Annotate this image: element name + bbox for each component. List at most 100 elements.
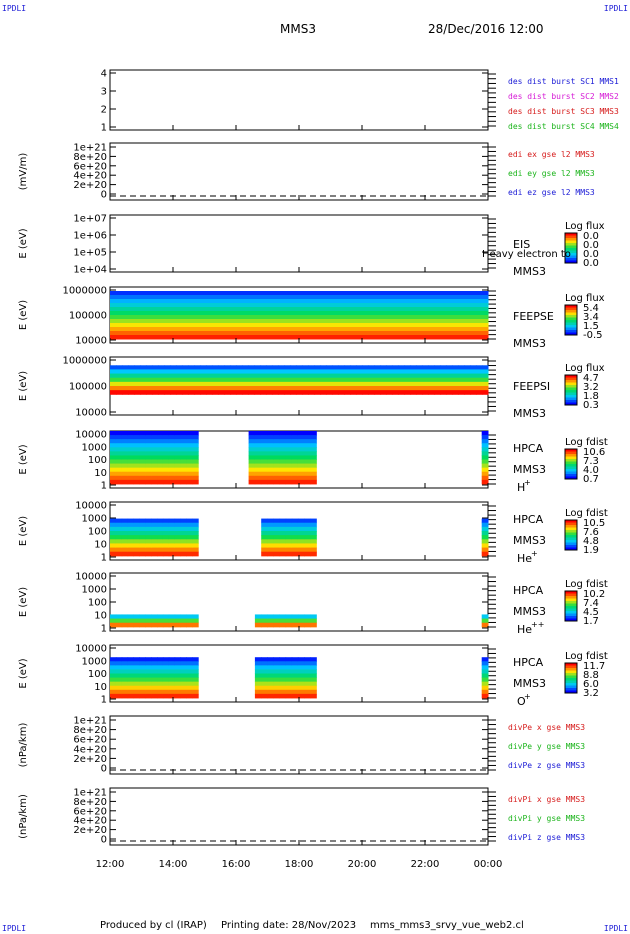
spectrogram-cell	[434, 331, 441, 336]
spectrogram-cell	[162, 447, 170, 452]
spectrogram-cell	[134, 295, 141, 300]
spectrogram-cell	[139, 539, 146, 544]
spectrogram-cell	[368, 369, 375, 375]
spectrogram-cell	[290, 311, 297, 316]
spectrogram-cell	[285, 451, 293, 456]
spectrogram-cell	[157, 657, 164, 662]
spectrogram-cell	[310, 657, 317, 662]
spectrogram-cell	[481, 539, 489, 544]
spectrogram-cell	[422, 386, 429, 391]
spectrogram-cell	[168, 531, 176, 536]
spectrogram-cell	[308, 327, 315, 332]
spectrogram-cell	[386, 295, 393, 300]
spectrogram-cell	[380, 369, 387, 375]
spectrogram-cell	[151, 665, 158, 670]
spectrogram-cell	[176, 295, 183, 300]
spectrogram-cell	[362, 386, 369, 391]
spectrogram-cell	[194, 390, 201, 395]
spectrogram-cell	[140, 311, 147, 316]
spectrogram-cell	[122, 303, 129, 308]
spectrogram-cell	[121, 665, 129, 670]
spectrogram-cell	[254, 373, 261, 379]
spectrogram-cell	[272, 327, 279, 332]
spectrogram-cell	[267, 547, 274, 553]
spectrogram-cell	[145, 685, 152, 691]
spectrogram-cell	[380, 295, 387, 300]
spectrogram-cell	[380, 386, 387, 391]
spectrogram-cell	[362, 307, 369, 312]
spectrogram-cell	[386, 303, 393, 308]
colorbar-frame	[564, 374, 578, 406]
spectrogram-cell	[248, 319, 255, 324]
spectrogram-cell	[350, 319, 357, 324]
spectrogram-cell	[380, 365, 387, 370]
colorbar-cell	[565, 235, 577, 239]
spectrogram-cell	[267, 447, 274, 452]
spectrogram-cell	[279, 661, 287, 666]
spectrogram-cell	[260, 431, 268, 436]
spectrogram-cell	[302, 319, 309, 324]
spectrogram-cell	[194, 303, 201, 308]
spectrogram-cell	[174, 463, 182, 469]
spectrogram-cell	[326, 291, 333, 296]
spectrogram-cell	[285, 435, 293, 440]
colorbar-cell	[565, 461, 577, 465]
spectrogram-cell	[356, 291, 363, 296]
spectrogram-cell	[230, 323, 237, 328]
spectrogram-cell	[356, 381, 363, 387]
spectrogram-cell	[398, 377, 405, 383]
colorbar-cell	[565, 606, 577, 609]
spectrogram-cell	[116, 307, 123, 312]
spectrogram-cell	[162, 665, 170, 670]
spectrogram-cell	[278, 386, 285, 391]
spectrogram-cell	[290, 390, 297, 395]
spectrogram-cell	[158, 319, 165, 324]
spectrogram-cell	[254, 307, 261, 312]
spectrogram-cell	[152, 291, 159, 296]
spectrogram-cell	[380, 303, 387, 308]
spectrogram-cell	[279, 618, 287, 624]
spectrogram-cell	[168, 689, 176, 695]
spectrogram-cell	[151, 479, 158, 485]
spectrogram-cell	[176, 303, 183, 308]
spectrogram-cell	[440, 335, 447, 340]
spectrogram-cell	[127, 689, 135, 695]
spectrogram-cell	[115, 439, 123, 444]
spectrogram-cell	[200, 299, 207, 304]
spectrogram-cell	[115, 669, 123, 674]
spectrogram-cell	[133, 622, 140, 628]
spectrogram-cell	[440, 311, 447, 316]
colorbar-cell	[565, 611, 577, 614]
spectrogram-cell	[290, 299, 297, 304]
y-tick-label: 8e+20	[73, 797, 107, 808]
spectrogram-cell	[314, 381, 321, 387]
spectrogram-cell	[368, 319, 375, 324]
spectrogram-cell	[254, 657, 262, 662]
spectrogram-cell	[180, 455, 187, 460]
spectrogram-cell	[140, 335, 147, 340]
spectrogram-cell	[152, 377, 159, 383]
spectrogram-cell	[206, 291, 213, 296]
spectrogram-cell	[267, 475, 274, 481]
spectrogram-cell	[151, 455, 158, 460]
spectrogram-cell	[116, 335, 123, 340]
spectrogram-cell	[350, 369, 357, 375]
spectrogram-cell	[261, 618, 268, 624]
spectrogram-cell	[151, 518, 158, 524]
spectrogram-cell	[133, 551, 140, 557]
spectrogram-cell	[158, 295, 165, 300]
spectrogram-cell	[304, 455, 311, 460]
spectrogram-cell	[404, 323, 411, 328]
spectrogram-cell	[350, 331, 357, 336]
spectrogram-cell	[152, 331, 159, 336]
spectrogram-cell	[152, 307, 159, 312]
colorbar-cell	[565, 243, 577, 246]
spectrogram-cell	[224, 390, 231, 395]
spectrogram-cell	[260, 327, 267, 332]
spectrogram-cell	[338, 377, 345, 383]
spectrogram-cell	[168, 455, 176, 460]
spectrogram-cell	[176, 365, 183, 370]
time-tick-label: 14:00	[159, 859, 188, 870]
spectrogram-cell	[308, 369, 315, 375]
spectrogram-cell	[122, 369, 129, 375]
